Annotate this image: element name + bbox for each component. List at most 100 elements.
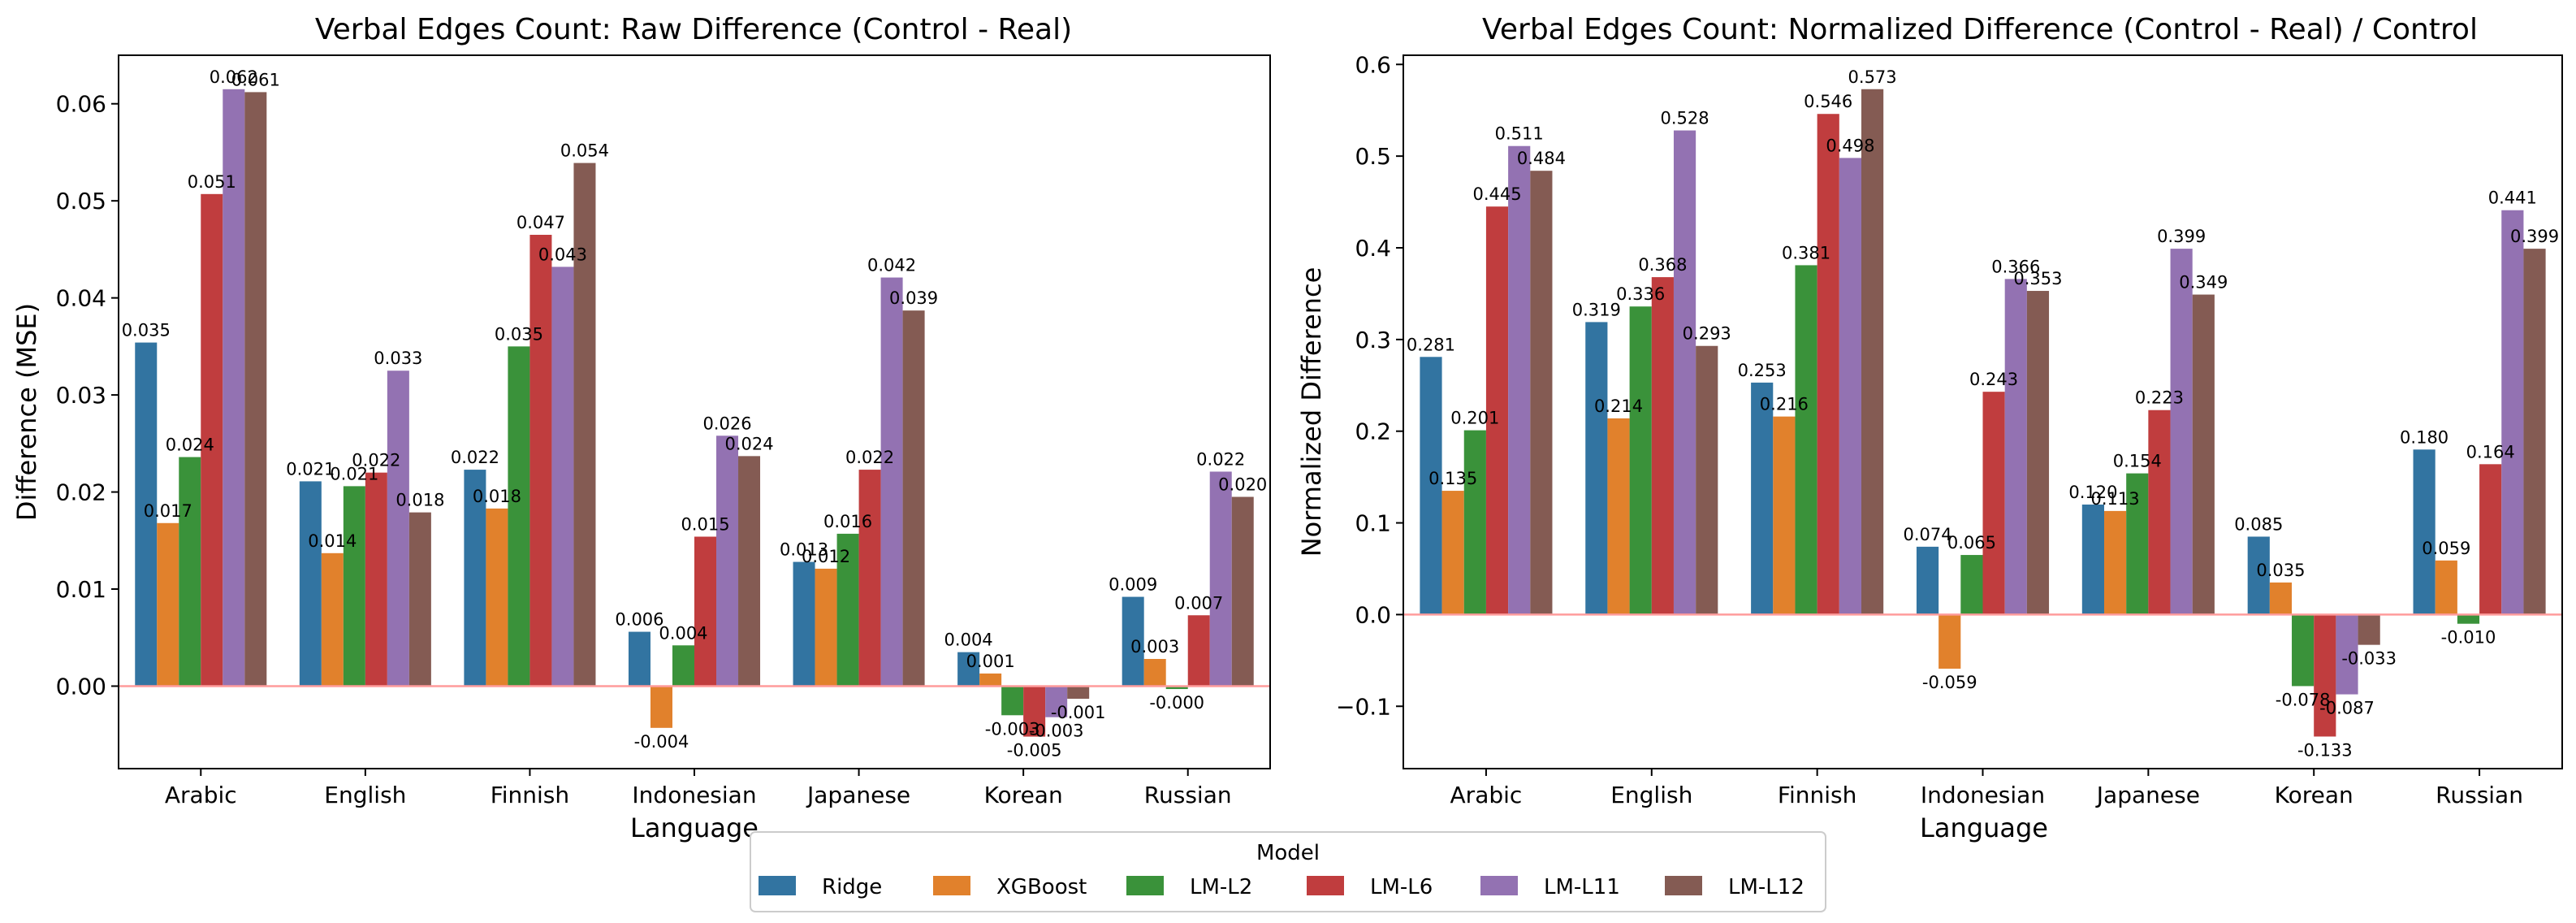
- bar-lm-l2-arabic: [1463, 430, 1486, 615]
- data-label: 0.484: [1517, 149, 1566, 168]
- legend-swatch-ridge: [759, 876, 796, 895]
- data-label: 0.026: [702, 414, 751, 433]
- y-tick-label: 0.02: [56, 479, 106, 506]
- bar-lm-l11-russian: [1209, 471, 1232, 687]
- bar-lm-l6-russian: [2479, 464, 2502, 615]
- data-label: -0.004: [634, 732, 689, 752]
- data-label: 0.253: [1738, 361, 1787, 380]
- bar-lm-l2-japanese: [836, 533, 859, 687]
- x-tick-label: Finnish: [1778, 782, 1856, 808]
- bar-xgboost-russian: [2435, 560, 2457, 615]
- legend-swatch-lm-l11: [1480, 876, 1518, 895]
- data-label: -0.033: [2341, 649, 2397, 669]
- bar-lm-l2-finnish: [1795, 265, 1817, 615]
- data-label: 0.024: [166, 436, 214, 455]
- x-tick-label: Finnish: [491, 782, 569, 808]
- data-label: 0.441: [2488, 188, 2537, 208]
- x-tick-label: Indonesian: [632, 782, 756, 808]
- data-label: -0.000: [1149, 693, 1204, 713]
- data-label: 0.003: [1130, 637, 1179, 656]
- y-tick-label: 0.04: [56, 285, 106, 312]
- data-label: 0.336: [1616, 284, 1665, 304]
- bar-lm-l11-japanese: [880, 277, 903, 687]
- data-label: 0.022: [845, 448, 894, 467]
- y-tick-label: 0.06: [56, 91, 106, 118]
- y-tick-label: 0.03: [56, 382, 106, 409]
- bar-xgboost-indonesian: [650, 686, 672, 728]
- bar-lm-l6-arabic: [1485, 206, 1509, 615]
- x-axis-label: Language: [1920, 812, 2048, 843]
- bar-lm-l12-indonesian: [738, 456, 761, 687]
- data-label: 0.042: [867, 256, 916, 275]
- bar-ridge-arabic: [135, 342, 158, 687]
- x-tick-label: Indonesian: [1921, 782, 2045, 808]
- bar-lm-l6-finnish: [1817, 114, 1839, 615]
- y-tick-label: −0.1: [1336, 693, 1391, 720]
- data-label: 0.047: [516, 213, 565, 232]
- data-label: 0.366: [1991, 257, 2040, 276]
- bar-xgboost-japanese: [2103, 510, 2127, 615]
- data-label: 0.243: [1969, 370, 2018, 389]
- data-label: 0.293: [1683, 324, 1731, 344]
- legend-swatch-lm-l12: [1665, 876, 1702, 895]
- bar-lm-l6-russian: [1187, 615, 1210, 687]
- data-label: 0.004: [659, 623, 707, 643]
- legend: Model Ridge XGBoost LM-L2 LM-L6 LM-L11 LM-L12: [750, 831, 1826, 912]
- bar-xgboost-arabic: [157, 522, 179, 687]
- x-tick-label: Korean: [984, 782, 1063, 808]
- data-label: 0.164: [2466, 442, 2515, 462]
- data-label: 0.074: [1903, 525, 1951, 544]
- bar-lm-l2-arabic: [179, 457, 201, 687]
- bar-lm-l11-korean: [2336, 614, 2358, 695]
- bar-lm-l12-finnish: [1861, 89, 1884, 615]
- data-label: -0.078: [2276, 690, 2331, 709]
- data-label: 0.022: [451, 448, 499, 467]
- bar-lm-l11-finnish: [1839, 158, 1862, 615]
- legend-swatch-lm-l6: [1307, 876, 1344, 895]
- data-label: 0.024: [724, 434, 773, 453]
- bar-xgboost-russian: [1143, 659, 1166, 687]
- legend-swatch-lm-l2: [1126, 876, 1164, 895]
- bar-lm-l12-korean: [2358, 614, 2380, 645]
- bar-lm-l12-russian: [1231, 496, 1254, 687]
- bar-lm-l11-finnish: [551, 266, 574, 687]
- data-label: 0.059: [2422, 539, 2470, 558]
- data-label: -0.005: [1007, 741, 1062, 760]
- legend-title: Model: [1256, 841, 1320, 865]
- data-label: -0.001: [1051, 703, 1106, 722]
- data-label: 0.445: [1472, 184, 1521, 204]
- data-label: 0.120: [2068, 483, 2117, 502]
- y-axis-label: Normalized Difference: [1296, 267, 1327, 557]
- bar-lm-l2-russian: [1165, 686, 1188, 690]
- y-tick-label: 0.2: [1355, 418, 1391, 445]
- data-label: 0.033: [374, 349, 422, 368]
- bar-ridge-finnish: [1751, 382, 1774, 615]
- bar-lm-l11-korean: [1045, 686, 1068, 717]
- bar-lm-l6-japanese: [858, 470, 881, 687]
- legend-label-xgboost: XGBoost: [996, 875, 1087, 899]
- x-tick-label: Japanese: [806, 782, 910, 808]
- y-tick-label: 0.6: [1355, 51, 1391, 78]
- legend-label-lm-l2: LM-L2: [1190, 875, 1252, 899]
- plot-frame: [1403, 54, 2563, 769]
- data-label: 0.062: [210, 67, 258, 87]
- legend-swatch-xgboost: [933, 876, 970, 895]
- y-tick-label: 0.0: [1355, 601, 1391, 628]
- bar-ridge-korean: [2247, 536, 2270, 615]
- data-label: 0.018: [395, 491, 444, 510]
- bar-lm-l11-indonesian: [716, 436, 739, 687]
- data-label: 0.018: [473, 487, 521, 506]
- bar-lm-l2-russian: [2457, 614, 2480, 624]
- x-axis-label: Language: [630, 812, 759, 843]
- bar-lm-l6-indonesian: [694, 536, 717, 687]
- data-label: 0.201: [1450, 409, 1499, 428]
- bar-ridge-russian: [2413, 449, 2436, 615]
- bar-lm-l11-arabic: [1508, 145, 1531, 615]
- bar-lm-l12-japanese: [2192, 294, 2215, 615]
- bar-xgboost-finnish: [1773, 416, 1796, 615]
- y-tick-label: 0.4: [1355, 235, 1391, 262]
- data-label: 0.006: [615, 610, 663, 630]
- bar-ridge-arabic: [1420, 357, 1442, 615]
- data-label: 0.498: [1826, 136, 1874, 155]
- plot-frame: [118, 54, 1271, 769]
